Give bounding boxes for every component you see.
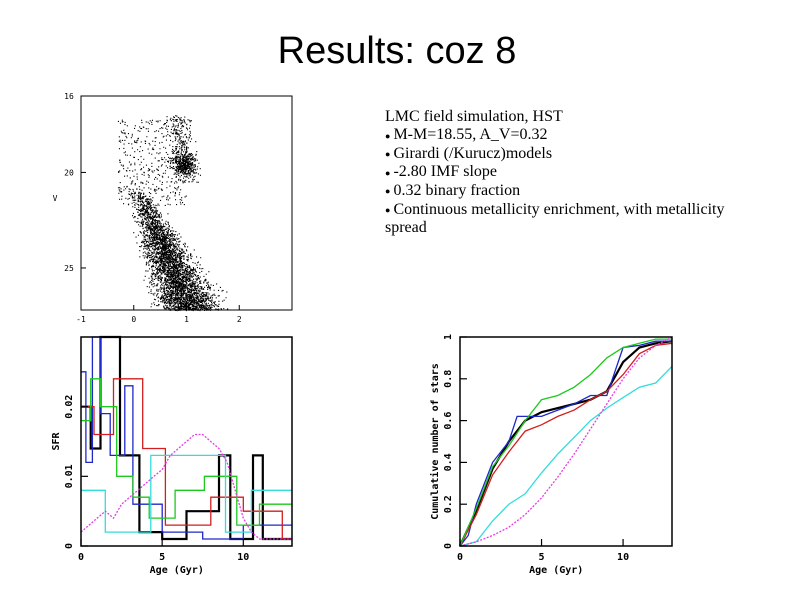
ytick-label: 0.01 xyxy=(64,464,75,488)
ylabel: SFR xyxy=(51,431,62,450)
series-red xyxy=(81,378,292,540)
ytick-label: 0.4 xyxy=(443,453,454,471)
bullet-text: M-M=18.55, A_V=0.32 xyxy=(393,126,548,144)
series-magenta xyxy=(80,433,292,540)
bullet-icon: ● xyxy=(385,130,391,141)
bullet-text: 0.32 binary fraction xyxy=(393,182,521,199)
cmd-xtick-label: 0 xyxy=(131,315,136,324)
bullet-icon: ● xyxy=(385,204,391,215)
bullet-icon: ● xyxy=(385,167,391,178)
plot-frame xyxy=(459,336,673,547)
ytick-label: 0.8 xyxy=(443,370,454,388)
cmd-ytick-label: 25 xyxy=(64,264,74,273)
series-magenta xyxy=(459,336,673,547)
series-green xyxy=(459,338,672,547)
xtick-label: 0 xyxy=(78,552,84,563)
cmd-scatter-chart: 16 20 25 -1 0 1 2 V xyxy=(53,92,293,324)
cmd-ytick-label: 20 xyxy=(64,168,74,177)
notes-heading: LMC field simulation, HST xyxy=(385,108,563,125)
series-blue xyxy=(81,336,292,540)
notes-bullet: ● Continuous metallicity enrichment, with… xyxy=(385,201,745,238)
series-blue xyxy=(459,340,672,547)
cmd-ytick-label: 16 xyxy=(64,92,74,101)
ylabel: Cumulative number of stars xyxy=(429,363,441,520)
xlabel: Age (Gyr) xyxy=(529,565,583,576)
ytick-label: 0 xyxy=(64,543,75,549)
notes-bullet: ● Girardi (/Kurucz)models xyxy=(385,145,745,164)
bullet-text: -2.80 IMF slope xyxy=(393,163,497,181)
xtick-label: 5 xyxy=(159,552,165,563)
xtick-label: 10 xyxy=(237,552,249,563)
xtick-label: 0 xyxy=(457,552,463,563)
notes-bullet: ● 0.32 binary fraction xyxy=(385,182,745,201)
bullet-icon: ● xyxy=(385,186,391,197)
bullet-icon: ● xyxy=(385,149,391,160)
bullet-text: Continuous metallicity enrichment, with … xyxy=(385,200,725,237)
series-cyan xyxy=(459,365,673,547)
series-red xyxy=(459,342,673,547)
notes-bullet: ● -2.80 IMF slope xyxy=(385,163,745,182)
slide-title: Results: coz 8 xyxy=(277,30,517,72)
ytick-label: 1 xyxy=(443,334,454,340)
notes-bullet: ● M-M=18.55, A_V=0.32 xyxy=(385,126,745,145)
ytick-label: 0.02 xyxy=(64,395,75,419)
plot-frame xyxy=(80,336,293,547)
ytick-label: 0.2 xyxy=(443,495,454,513)
cmd-points xyxy=(117,115,229,312)
ytick-label: 0 xyxy=(443,543,454,549)
cmd-xtick-label: 1 xyxy=(184,315,189,324)
bullet-text: Girardi (/Kurucz)models xyxy=(393,144,553,162)
ytick-label: 0.6 xyxy=(443,412,454,430)
xtick-label: 5 xyxy=(539,552,545,563)
notes-panel: LMC field simulation, HST ● M-M=18.55, A_… xyxy=(385,108,745,237)
series-black xyxy=(81,335,292,541)
series-green xyxy=(81,378,292,526)
xtick-label: 10 xyxy=(617,552,629,563)
series-black xyxy=(459,340,673,547)
sfr-line-chart: 0 0.01 0.02 0 5 10 Age (Gyr) SFR xyxy=(51,335,293,576)
cmd-xtick-label: 2 xyxy=(237,315,242,324)
cmd-xtick-label: -1 xyxy=(76,315,86,324)
xlabel: Age (Gyr) xyxy=(150,565,204,576)
cmd-ylabel: V xyxy=(53,194,58,203)
